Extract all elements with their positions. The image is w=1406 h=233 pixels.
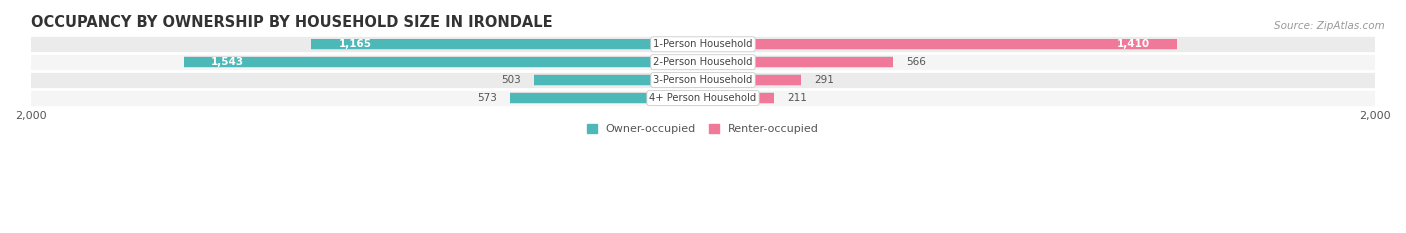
Text: Source: ZipAtlas.com: Source: ZipAtlas.com	[1274, 21, 1385, 31]
Bar	[703, 39, 1177, 49]
Bar	[703, 93, 773, 103]
Text: 4+ Person Household: 4+ Person Household	[650, 93, 756, 103]
Bar	[703, 56, 893, 68]
Bar	[31, 71, 1375, 89]
Bar	[534, 74, 703, 86]
Text: 503: 503	[501, 75, 520, 85]
Bar	[31, 89, 1375, 107]
Text: 573: 573	[477, 93, 496, 103]
Bar	[703, 74, 801, 86]
Bar	[312, 39, 703, 49]
Text: 1,165: 1,165	[339, 39, 371, 49]
Text: 1-Person Household: 1-Person Household	[654, 39, 752, 49]
Bar	[510, 93, 703, 103]
Text: 291: 291	[814, 75, 834, 85]
Bar	[703, 57, 893, 67]
Bar	[534, 75, 703, 85]
Bar	[31, 35, 1375, 53]
Bar	[703, 92, 773, 104]
Bar	[703, 75, 801, 85]
Text: 2-Person Household: 2-Person Household	[654, 57, 752, 67]
Bar	[184, 57, 703, 67]
Text: 1,410: 1,410	[1116, 39, 1150, 49]
Text: OCCUPANCY BY OWNERSHIP BY HOUSEHOLD SIZE IN IRONDALE: OCCUPANCY BY OWNERSHIP BY HOUSEHOLD SIZE…	[31, 15, 553, 30]
Bar	[184, 56, 703, 68]
Bar	[312, 38, 703, 50]
Text: 211: 211	[787, 93, 807, 103]
Text: 3-Person Household: 3-Person Household	[654, 75, 752, 85]
Legend: Owner-occupied, Renter-occupied: Owner-occupied, Renter-occupied	[582, 119, 824, 139]
Text: 566: 566	[907, 57, 927, 67]
Text: 1,543: 1,543	[211, 57, 245, 67]
Bar	[510, 92, 703, 104]
Bar	[31, 53, 1375, 71]
Bar	[703, 38, 1177, 50]
